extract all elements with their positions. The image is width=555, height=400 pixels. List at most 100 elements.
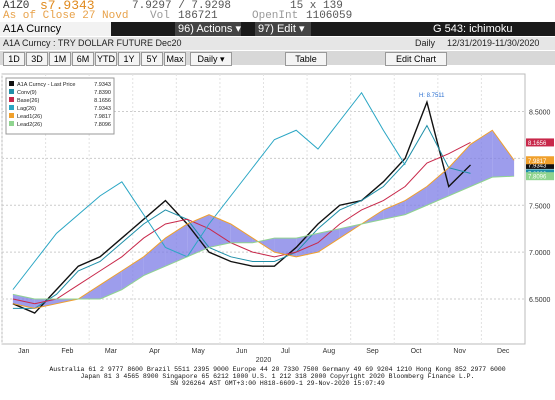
cloud-segment: [143, 238, 166, 276]
info-bar: A1A Curncy : TRY DOLLAR FUTURE Dec20 Dai…: [0, 37, 555, 50]
value-tag: [526, 172, 554, 181]
cloud-segment: [470, 130, 493, 187]
value-tag-label: 7.9343: [528, 163, 547, 169]
legend-label: Lead1(26): [17, 114, 42, 120]
cloud-segment: [426, 167, 449, 206]
toolbar: 1D 3D 1M 6M YTD 1Y 5Y Max Daily ▾ Table Edit Chart: [0, 51, 555, 66]
footer-line: Australia 61 2 9777 8600 Brazil 5511 239…: [49, 366, 506, 373]
series-line: [12, 175, 515, 300]
quote-bar: A1Z0 s7.9343 7.9297 / 7.9298 15 x 139 As…: [0, 0, 555, 22]
legend-value: 7.8390: [94, 90, 111, 96]
value-tag-label: 7.9817: [528, 159, 547, 165]
range: 12/31/2019-11/30/2020: [447, 38, 540, 48]
x-tick-label: Jul: [281, 348, 290, 355]
x-tick-label: Oct: [411, 348, 422, 355]
x-tick-label: Sep: [366, 348, 379, 355]
x-tick-label: May: [192, 348, 206, 355]
ticker: A1Z0: [3, 0, 30, 12]
value-tag: [526, 138, 554, 147]
legend-swatch: [9, 113, 14, 118]
edit-button[interactable]: 97) Edit ▾: [255, 22, 311, 36]
actions-button[interactable]: 96) Actions ▾: [175, 22, 241, 36]
x-tick-label: Jun: [236, 348, 247, 355]
series-line: [12, 99, 472, 314]
series-line: [12, 129, 515, 309]
x-tick-label: Feb: [61, 348, 73, 355]
cloud-segment: [296, 233, 318, 257]
range-button[interactable]: 5Y: [141, 52, 163, 66]
oi-label: OpenInt: [252, 10, 299, 22]
legend-value: 7.9343: [94, 106, 111, 112]
value-tag: [526, 160, 554, 169]
high-annotation: H: 8.7511: [419, 93, 445, 99]
cloud-segment: [492, 130, 515, 178]
cloud-segment: [187, 214, 210, 257]
cloud-segment: [100, 270, 122, 299]
legend-label: Lead2(26): [17, 122, 42, 128]
cloud-segment: [34, 299, 57, 309]
legend-value: 7.9817: [94, 114, 111, 120]
y-tick-label: 7.0000: [529, 250, 551, 257]
period: Daily: [415, 38, 436, 48]
x-tick-label: Aug: [323, 348, 336, 355]
security[interactable]: A1A Curncy: [0, 22, 111, 36]
x-tick-label: Dec: [497, 348, 510, 355]
footer-line: Japan 81 3 4565 8900 Singapore 65 6212 1…: [80, 373, 475, 380]
legend-box: [5, 77, 115, 135]
legend-swatch: [9, 105, 14, 110]
range-button[interactable]: YTD: [95, 52, 117, 66]
frequency-dropdown[interactable]: Daily ▾: [190, 52, 232, 66]
y-tick-label: 8.5000: [529, 110, 551, 117]
value-tag: [526, 156, 554, 165]
as-of: As of Close 27 Novd: [3, 10, 129, 22]
legend-swatch: [9, 97, 14, 102]
y-tick-label: 7.5000: [529, 203, 551, 210]
footer: Australia 61 2 9777 8600 Brazil 5511 239…: [0, 366, 555, 387]
last-price: s7.9343: [40, 0, 95, 13]
series-line: [12, 141, 471, 305]
x-tick-label: Nov: [453, 348, 466, 355]
legend-swatch: [9, 89, 14, 94]
chart: 6.50007.00007.50008.00008.5000JanFebMarA…: [0, 66, 555, 364]
legend: A1A Curncy - Last Price 7.9343 Conv(9) 7.83…: [5, 77, 115, 135]
legend-label: Conv(9): [17, 90, 37, 96]
legend-value: 7.9343: [94, 82, 111, 88]
range-button[interactable]: 1D: [3, 52, 25, 66]
range-button[interactable]: 3D: [26, 52, 48, 66]
vol-label: Vol: [150, 10, 170, 22]
x-tick-label: Apr: [149, 348, 161, 355]
description: A1A Curncy : TRY DOLLAR FUTURE Dec20: [3, 38, 182, 48]
value-tag-label: 8.1656: [528, 141, 547, 147]
footer-line: SN 926264 AST GMT+3:00 H818-6609-1 29-No…: [170, 380, 385, 387]
series-line: [12, 124, 471, 309]
legend-label: Lag(26): [17, 106, 36, 112]
table-button[interactable]: Table: [285, 52, 327, 66]
menu-bar: A1A Curncy 96) Actions ▾ 97) Edit ▾ G 54…: [0, 22, 555, 36]
y-tick-label: 6.5000: [529, 297, 551, 304]
legend-swatch: [9, 81, 14, 86]
range-button[interactable]: Max: [164, 52, 186, 66]
cloud-segment: [317, 228, 340, 253]
legend-label: A1A Curncy - Last Price: [17, 82, 75, 88]
x-tick-label: Mar: [105, 348, 118, 355]
x-tick-label: Jan: [18, 348, 29, 355]
bid-ask: 7.9297 / 7.9298: [132, 0, 232, 12]
cloud-segment: [230, 224, 253, 243]
series-line: [12, 91, 406, 290]
cloud-segment: [383, 200, 406, 220]
oi: 1106059: [306, 10, 353, 22]
legend-value: 8.1656: [94, 98, 111, 104]
range-button[interactable]: 1M: [49, 52, 71, 66]
legend-swatch: [9, 121, 14, 126]
vol: 186721: [178, 10, 218, 22]
range-button[interactable]: 6M: [72, 52, 94, 66]
cloud-segment: [405, 186, 427, 215]
legend-label: Base(26): [17, 98, 39, 104]
range-button[interactable]: 1Y: [118, 52, 140, 66]
size: 15 x 139: [290, 0, 343, 12]
template: G 543: ichimoku: [433, 23, 513, 35]
edit-chart-button[interactable]: Edit Chart: [385, 52, 447, 66]
cloud-segment: [121, 256, 144, 290]
x-axis-label: 2020: [256, 357, 272, 364]
